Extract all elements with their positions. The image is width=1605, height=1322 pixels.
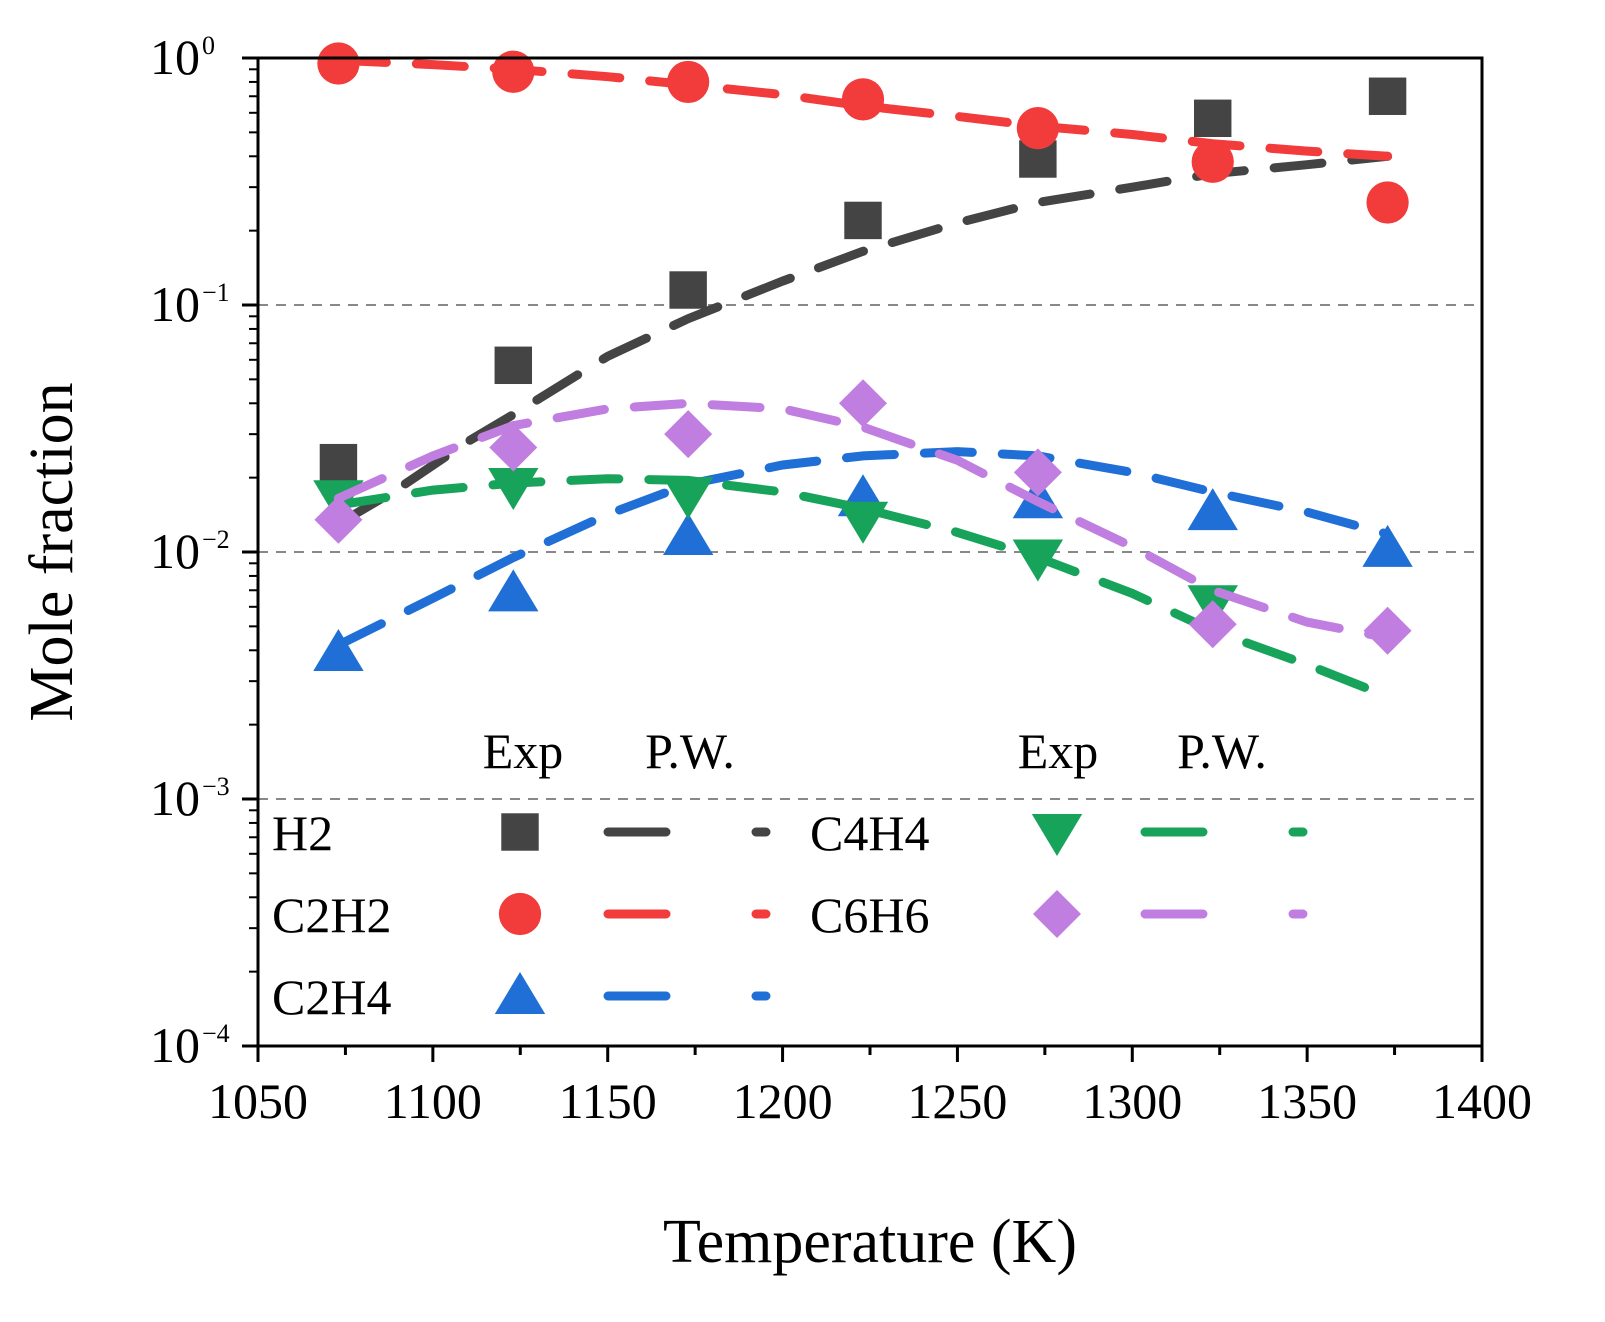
legend-column-header: Exp — [483, 723, 564, 779]
legend-marker-c6h6 — [1033, 890, 1081, 938]
exp-point-c2h2 — [317, 42, 360, 85]
exp-point-h2 — [844, 201, 882, 240]
exp-point-c4h4 — [837, 501, 889, 544]
x-tick-label: 1050 — [208, 1073, 308, 1129]
series-c2h2 — [317, 42, 1409, 224]
x-tick-label: 1400 — [1432, 1073, 1532, 1129]
y-tick-exponent: −1 — [202, 278, 230, 307]
legend-label-h2: H2 — [272, 805, 333, 861]
x-tick-label: 1150 — [559, 1073, 657, 1129]
legend-marker-c4h4 — [1031, 814, 1083, 856]
exp-point-h2 — [319, 443, 358, 482]
exp-point-c4h4 — [662, 477, 714, 520]
y-tick-label: 10 — [150, 770, 200, 826]
x-tick-label: 1100 — [384, 1073, 482, 1129]
y-tick-label: 10 — [150, 276, 200, 332]
exp-point-c2h2 — [492, 50, 535, 93]
y-tick-exponent: −3 — [202, 772, 230, 801]
exp-point-c2h4 — [1362, 524, 1413, 567]
series-h2 — [319, 77, 1407, 529]
series-c4h4 — [313, 468, 1393, 701]
legend-entry-c4h4: C4H4 — [810, 805, 1308, 861]
x-axis-title: Temperature (K) — [663, 1208, 1077, 1276]
exp-point-c6h6 — [1188, 600, 1237, 649]
exp-point-c4h4 — [488, 468, 539, 511]
legend-column-header: P.W. — [645, 723, 735, 779]
exp-point-c2h4 — [488, 569, 539, 612]
exp-point-c6h6 — [664, 410, 713, 459]
legend-label-c2h2: C2H2 — [272, 887, 391, 943]
x-tick-label: 1200 — [733, 1073, 833, 1129]
legend: Exp P.W. Exp P.W. H2 C2H2 C2H4 C4H4 C6H6 — [272, 723, 1308, 1025]
legend-marker-h2 — [501, 813, 539, 851]
legend-marker-c2h4 — [494, 972, 546, 1014]
exp-point-c2h2 — [1016, 107, 1059, 150]
series-c6h6 — [314, 379, 1412, 655]
exp-point-c6h6 — [489, 423, 538, 472]
model-line-c2h4 — [333, 447, 1393, 650]
x-tick-label: 1350 — [1257, 1073, 1357, 1129]
exp-point-c4h4 — [1012, 539, 1064, 582]
series-c2h4 — [313, 447, 1413, 672]
exp-point-h2 — [669, 271, 707, 309]
legend-column-header: Exp — [1018, 723, 1099, 779]
y-tick-exponent: −2 — [202, 525, 230, 554]
exp-point-h2 — [1368, 77, 1407, 115]
exp-point-c6h6 — [839, 379, 888, 428]
y-tick-label: 10 — [150, 29, 200, 85]
legend-entry-c6h6: C6H6 — [810, 887, 1308, 943]
legend-entry-c2h2: C2H2 — [272, 887, 771, 943]
legend-marker-c2h2 — [498, 892, 542, 936]
series-layer — [313, 42, 1413, 701]
exp-point-h2 — [494, 346, 533, 385]
exp-point-c2h2 — [841, 78, 885, 121]
exp-point-c2h2 — [667, 60, 710, 104]
y-tick-exponent: 0 — [202, 31, 215, 60]
exp-point-h2 — [1194, 99, 1232, 138]
exp-point-c6h6 — [314, 495, 363, 544]
exp-point-c2h2 — [1191, 140, 1234, 183]
y-tick-exponent: −4 — [202, 1019, 230, 1048]
legend-label-c2h4: C2H4 — [272, 969, 391, 1025]
y-tick-label: 10 — [150, 523, 200, 579]
y-tick-label: 10 — [150, 1017, 200, 1073]
exp-point-c2h4 — [1187, 488, 1238, 531]
legend-label-c4h4: C4H4 — [810, 805, 929, 861]
legend-label-c6h6: C6H6 — [810, 887, 929, 943]
exp-point-c2h2 — [1366, 181, 1409, 224]
exp-point-c2h4 — [313, 629, 364, 672]
y-axis-title: Mole fraction — [18, 382, 86, 721]
x-tick-label: 1250 — [907, 1073, 1007, 1129]
legend-column-header: P.W. — [1177, 723, 1267, 779]
x-tick-label: 1300 — [1082, 1073, 1182, 1129]
exp-point-c6h6 — [1013, 448, 1062, 497]
exp-point-c6h6 — [1363, 606, 1412, 655]
legend-entry-c2h4: C2H4 — [272, 969, 771, 1025]
legend-entry-h2: H2 — [272, 805, 771, 861]
exp-point-c2h4 — [662, 513, 714, 556]
gridlines — [258, 304, 1482, 800]
